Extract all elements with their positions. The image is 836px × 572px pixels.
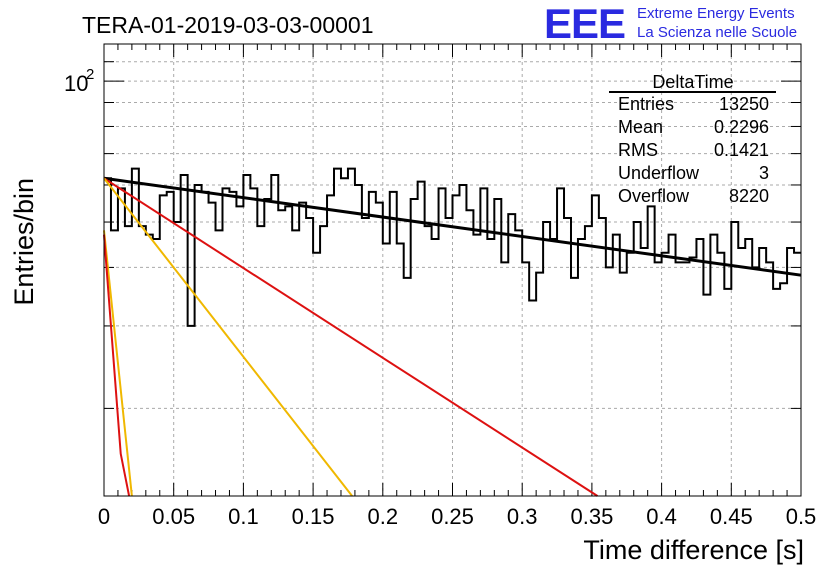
- stats-row-label: Mean: [618, 117, 663, 137]
- x-tick-label: 0.3: [507, 504, 538, 529]
- histogram-outline: [104, 167, 801, 327]
- x-tick-label: 0.35: [570, 504, 613, 529]
- fit-line: [103, 230, 133, 497]
- stats-rows: Entries 13250 Mean 0.2296 RMS 0.1421 Underflow…: [618, 94, 769, 206]
- y-tick-labels: 102: [64, 66, 94, 96]
- eee-logo: EEE: [544, 0, 626, 47]
- fit-line: [103, 177, 353, 497]
- stats-row-value: 0.1421: [714, 140, 769, 160]
- x-tick-label: 0.4: [646, 504, 677, 529]
- x-tick-label: 0.15: [292, 504, 335, 529]
- x-tick-label: 0.25: [431, 504, 474, 529]
- histogram: [104, 167, 801, 327]
- y-axis-label: Entries/bin: [9, 178, 39, 306]
- x-tick-label: 0.1: [228, 504, 259, 529]
- stats-row-label: Overflow: [618, 186, 690, 206]
- fit-line: [103, 176, 802, 277]
- stats-row-label: RMS: [618, 140, 658, 160]
- stats-box: DeltaTime Entries 13250 Mean 0.2296 RMS 0.142…: [609, 72, 776, 206]
- brand-line-2: La Scienza nelle Scuole: [637, 24, 798, 41]
- stats-row-value: 3: [759, 163, 769, 183]
- x-axis-label: Time difference [s]: [583, 535, 804, 565]
- x-tick-labels: 0 0.05 0.1 0.15 0.2 0.25 0.3 0.35 0.4 0.45 0.5: [98, 504, 816, 529]
- stats-row-label: Entries: [618, 94, 674, 114]
- fit-line: [103, 234, 131, 497]
- x-tick-label: 0.05: [152, 504, 195, 529]
- fit-line: [103, 177, 599, 497]
- x-tick-label: 0.2: [368, 504, 399, 529]
- chart-title: TERA-01-2019-03-03-00001: [82, 12, 374, 38]
- fit-lines: [103, 176, 802, 497]
- x-tick-label: 0.45: [710, 504, 753, 529]
- stats-title: DeltaTime: [652, 72, 733, 92]
- stats-row-value: 0.2296: [714, 117, 769, 137]
- stats-row-label: Underflow: [618, 163, 700, 183]
- plot-frame: [103, 43, 802, 497]
- brand-line-1: Extreme Energy Events: [637, 5, 795, 22]
- stats-row-value: 8220: [729, 186, 769, 206]
- x-tick-label: 0.5: [786, 504, 817, 529]
- grid: [104, 44, 801, 496]
- stats-row-value: 13250: [719, 94, 769, 114]
- axis-ticks: [103, 44, 802, 496]
- y-tick-exponent: 2: [86, 66, 94, 83]
- y-tick-label: 10: [64, 71, 88, 96]
- x-tick-label: 0: [98, 504, 110, 529]
